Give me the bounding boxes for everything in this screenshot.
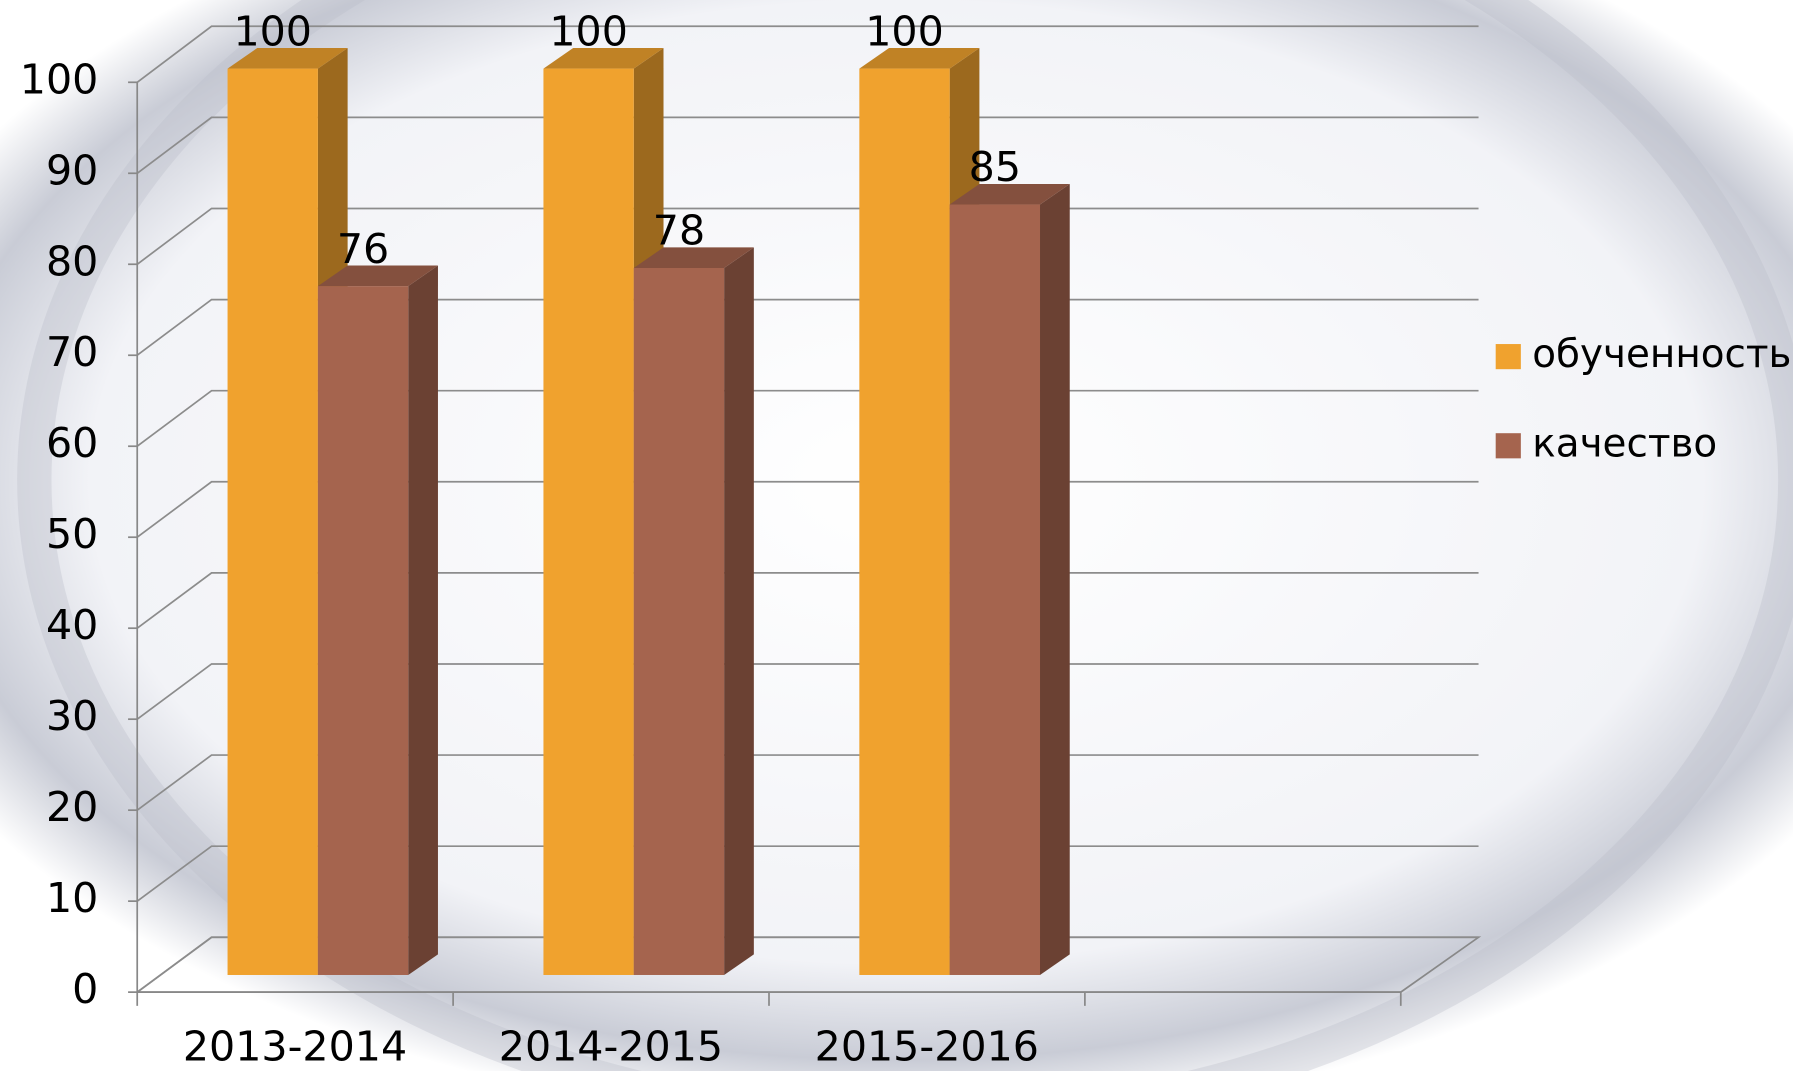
legend-swatch: [1496, 344, 1521, 369]
x-tick-label: 2014-2015: [499, 1022, 723, 1070]
legend-label: обученность: [1532, 332, 1791, 377]
x-tick-label: 2013-2014: [183, 1022, 407, 1070]
bar: [228, 69, 318, 975]
bar: [859, 69, 949, 975]
chart: 0 10 20 30 40 50 60 70 80 90 100 2013-2014 100 76 2014…: [0, 0, 1793, 1071]
legend-swatch: [1496, 433, 1521, 458]
y-tick-label: 20: [46, 783, 98, 831]
y-tick-label: 90: [46, 146, 98, 194]
data-label: 100: [865, 7, 944, 55]
bar-side: [408, 266, 438, 975]
y-tick-label: 80: [46, 237, 98, 285]
y-tick-label: 0: [72, 965, 98, 1013]
y-tick-label: 50: [46, 510, 98, 558]
bar-side: [724, 247, 754, 975]
x-tick-label: 2015-2016: [815, 1022, 1039, 1070]
data-label: 85: [969, 143, 1021, 191]
data-label: 100: [233, 7, 312, 55]
data-label: 76: [337, 225, 389, 273]
bar: [543, 69, 633, 975]
y-tick-label: 70: [46, 328, 98, 376]
legend-label: качество: [1532, 421, 1717, 466]
data-label: 100: [549, 7, 628, 55]
bar: [318, 286, 408, 975]
y-tick-label: 100: [20, 55, 99, 103]
bar: [950, 205, 1040, 975]
y-tick-label: 30: [46, 692, 98, 740]
y-tick-label: 40: [46, 601, 98, 649]
y-tick-label: 60: [46, 419, 98, 467]
bar-side: [1040, 184, 1070, 975]
bar: [634, 268, 724, 975]
data-label: 78: [653, 207, 705, 255]
y-tick-label: 10: [46, 874, 98, 922]
